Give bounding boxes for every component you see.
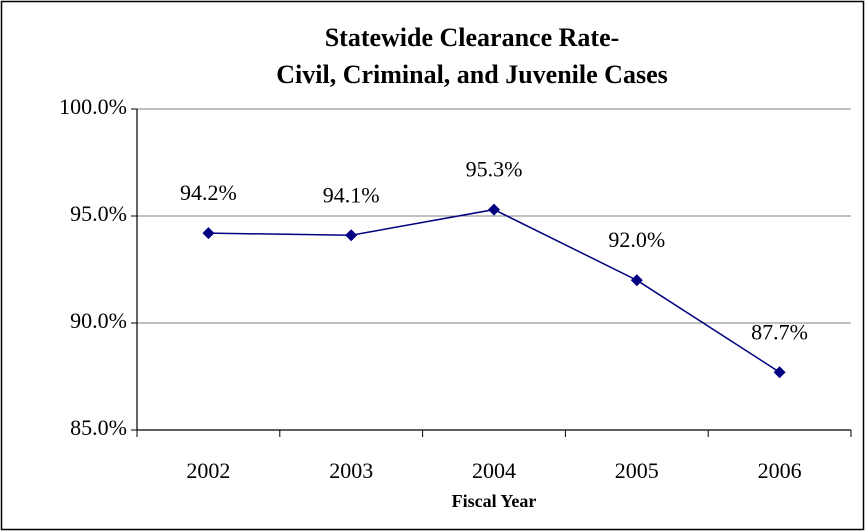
chart-title: Civil, Criminal, and Juvenile Cases [276,60,667,89]
x-tick-label: 2006 [758,458,802,483]
y-tick-label: 90.0% [70,308,127,333]
y-tick-label: 100.0% [59,94,127,119]
data-label: 92.0% [608,227,665,252]
x-tick-label: 2005 [615,458,659,483]
data-label: 94.1% [323,182,380,207]
data-label: 94.2% [180,180,237,205]
x-tick-label: 2004 [472,458,516,483]
chart-title: Statewide Clearance Rate- [325,23,620,52]
data-label: 87.7% [751,319,808,344]
data-label: 95.3% [466,157,523,182]
x-tick-label: 2003 [329,458,373,483]
marker [202,227,215,240]
y-tick-label: 95.0% [70,201,127,226]
y-tick-label: 85.0% [70,415,127,440]
x-axis-label: Fiscal Year [452,491,537,511]
marker [345,229,358,242]
marker [773,366,786,379]
marker [630,274,643,287]
marker [488,203,500,216]
x-tick-label: 2002 [186,458,230,483]
